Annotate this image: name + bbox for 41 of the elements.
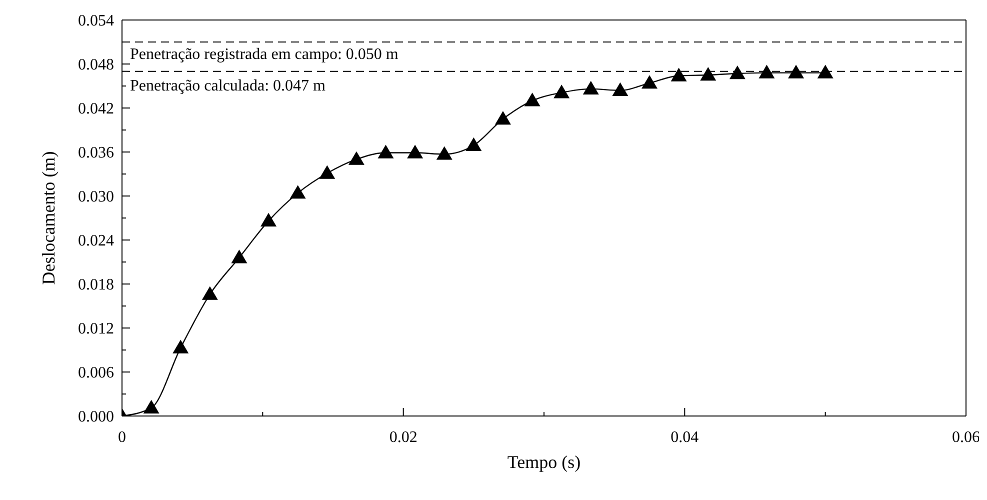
x-tick-label: 0.02 bbox=[389, 429, 418, 446]
point bbox=[788, 64, 804, 78]
point bbox=[348, 151, 364, 165]
annotation: Penetração registrada em campo: 0.050 m bbox=[130, 46, 398, 64]
x-tick-label: 0.04 bbox=[670, 429, 699, 446]
point bbox=[466, 137, 482, 151]
point bbox=[172, 340, 189, 354]
y-tick-label: 0.042 bbox=[78, 100, 114, 118]
point bbox=[407, 144, 424, 158]
ref-line-label: Penetração calculada: 0.047 m bbox=[130, 78, 326, 95]
y-axis-title: Deslocamento (m) bbox=[38, 151, 58, 285]
y-tick-label: 0.000 bbox=[78, 408, 114, 426]
point bbox=[494, 111, 511, 125]
point bbox=[231, 250, 248, 264]
point bbox=[700, 67, 716, 81]
point bbox=[143, 400, 160, 414]
point bbox=[290, 185, 306, 199]
y-tick-label: 0.048 bbox=[78, 56, 114, 74]
x-tick-label: 0 bbox=[118, 429, 126, 446]
point bbox=[378, 144, 394, 158]
point bbox=[758, 64, 775, 78]
point bbox=[436, 146, 452, 160]
y-tick-label: 0.036 bbox=[78, 144, 114, 162]
x-axis-title: Tempo (s) bbox=[507, 452, 581, 472]
point bbox=[524, 92, 540, 106]
y-tick-label: 0.006 bbox=[78, 364, 114, 382]
point bbox=[319, 165, 336, 179]
point bbox=[582, 80, 599, 95]
point bbox=[612, 82, 628, 96]
point bbox=[729, 66, 746, 80]
y-tick-label: 0.012 bbox=[78, 320, 114, 338]
point bbox=[260, 212, 277, 227]
point bbox=[817, 64, 834, 78]
point bbox=[202, 286, 218, 300]
point bbox=[554, 84, 570, 98]
y-tick-label: 0.018 bbox=[78, 276, 114, 294]
point bbox=[642, 75, 658, 89]
point bbox=[670, 68, 687, 82]
y-tick-label: 0.030 bbox=[78, 188, 114, 206]
y-tick-label: 0.054 bbox=[78, 12, 114, 30]
y-tick-label: 0.024 bbox=[78, 232, 114, 250]
